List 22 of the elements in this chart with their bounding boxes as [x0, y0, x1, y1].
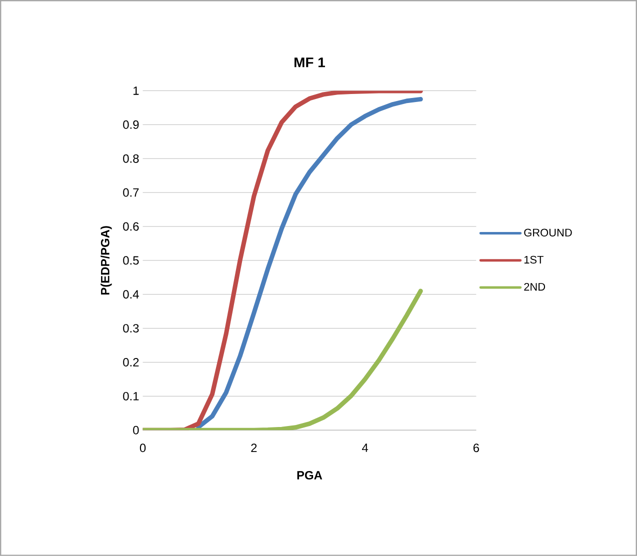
y-tick-label: 0.4	[123, 290, 139, 299]
y-tick-label: 0.5	[123, 256, 139, 265]
y-tick-label: 0.6	[123, 222, 139, 231]
y-tick-label: 0	[133, 426, 139, 434]
y-tick-label: 0.9	[123, 120, 139, 129]
y-axis-title: P(EDP/PGA)	[100, 226, 112, 295]
y-tick-label: 0.7	[123, 188, 139, 197]
chart-title: MF 1	[294, 58, 326, 68]
x-tick-label: 4	[362, 444, 368, 452]
x-tick-label: 6	[473, 444, 480, 452]
y-tick-label: 0.2	[123, 358, 139, 367]
y-tick-label: 1	[134, 86, 139, 95]
x-axis-title: PGA	[297, 471, 322, 480]
x-tick-label: 2	[251, 444, 257, 452]
y-tick-label: 0.8	[123, 154, 139, 163]
y-tick-label: 0.1	[123, 392, 139, 400]
x-tick-label: 0	[140, 444, 146, 452]
y-tick-label: 0.3	[123, 324, 139, 333]
legend-label: 2ND	[524, 283, 546, 291]
legend-label: 1ST	[524, 256, 544, 264]
legend-label: GROUND	[524, 228, 572, 237]
line-series	[196, 96, 423, 430]
